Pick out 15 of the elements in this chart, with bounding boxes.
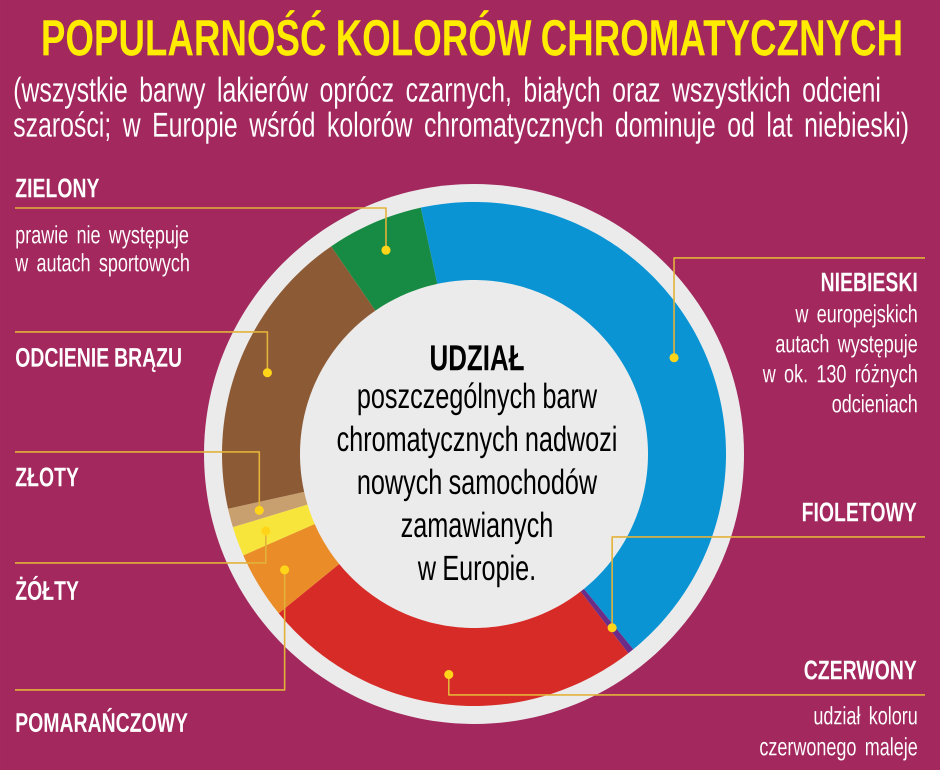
- slice-label: POMARAŃCZOWY: [16, 708, 188, 732]
- slice-label: NIEBIESKI: [822, 272, 917, 292]
- text: poszczególnych barw chromatycznych nadwozi nowych samochodów zamawianych w Europie.: [338, 382, 616, 588]
- text: w europejskich autach występuje w ok. 130 różnych odcieniach: [762, 304, 917, 413]
- slice-label: CZERWONY: [804, 660, 916, 680]
- text: UDZIAŁ: [431, 345, 524, 371]
- slice-label: ODCIENIE BRĄZU: [16, 348, 181, 372]
- slice-label: ZŁOTY: [16, 467, 79, 487]
- text: prawie nie występuje w autach sportowych: [15, 225, 189, 276]
- slice-label: ZIELONY: [16, 178, 100, 198]
- text: udział koloru czerwonego maleje: [760, 706, 917, 760]
- slice-label: ŻÓŁTY: [16, 576, 79, 600]
- chart-subtitle: (wszystkie barwy lakierów oprócz czarnych, białych oraz wszystkich odcieni szarości; w Europie wśród kolorów chromatycznych dominuje od lat niebieski): [14, 76, 908, 144]
- slice-label: FIOLETOWY: [802, 502, 917, 522]
- chart-title: POPULARNOŚĆ KOLORÓW CHROMATYCZNYCH: [43, 10, 901, 56]
